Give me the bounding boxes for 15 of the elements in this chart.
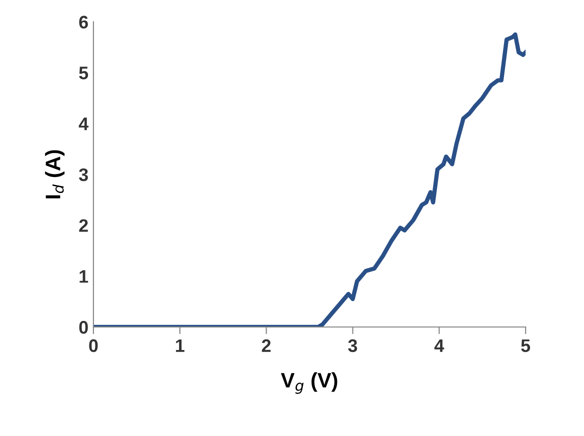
x-tick-label: 0 (89, 339, 98, 352)
y-tick-label: 5 (79, 66, 88, 80)
y-tick-label: 6 (79, 16, 88, 29)
y-axis-title: I$_{d}$ (A) (45, 150, 64, 198)
y-tick-label: 4 (78, 118, 88, 130)
x-tick-label: 5 (521, 339, 530, 352)
x-tick-label: 4 (434, 339, 444, 352)
x-axis-title: V$_{g}$ (V) (280, 372, 338, 394)
y-tick-label: 0 (79, 320, 88, 334)
y-tick-label: 2 (79, 219, 88, 232)
y-tick-label: 1 (80, 270, 88, 283)
x-tick-label: 1 (176, 339, 184, 352)
x-tick-label: 3 (348, 339, 358, 352)
y-tick-label: 3 (78, 168, 88, 182)
x-tick-label: 2 (262, 339, 271, 352)
